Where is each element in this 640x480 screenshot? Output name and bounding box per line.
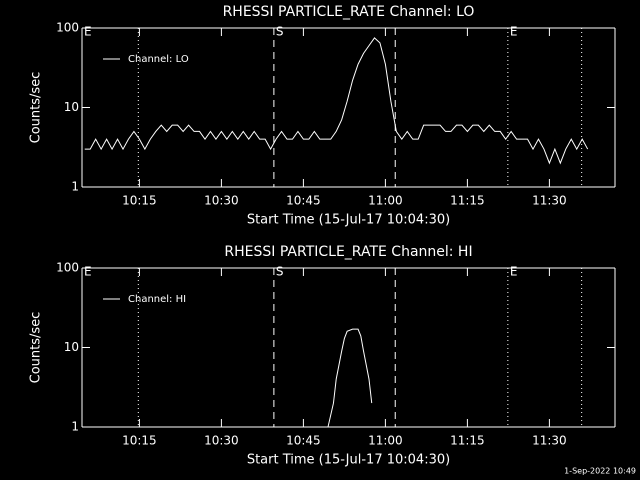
data-line [84,37,589,165]
event-label: S [276,265,284,279]
event-label: E [84,25,92,39]
chart-title: RHESSI PARTICLE_RATE Channel: HI [224,244,472,260]
y-tick-label: 10 [64,100,79,114]
x-tick-label: 10:45 [286,194,321,208]
x-tick-label: 11:15 [450,434,485,448]
y-tick-label: 100 [56,261,79,275]
y-axis-label: Counts/sec [29,312,44,384]
event-label: E [510,265,518,279]
legend-label: Channel: HI [128,294,186,305]
event-label: S [276,25,284,39]
y-tick-label: 10 [64,340,79,354]
x-tick-label: 10:30 [204,194,239,208]
x-tick-label: 11:00 [368,194,403,208]
footer: 1-Sep-2022 10:49 [564,467,636,476]
event-label: E [510,25,518,39]
chart-title: RHESSI PARTICLE_RATE Channel: LO [223,4,475,20]
x-tick-label: 10:30 [204,434,239,448]
data-line [327,328,373,428]
x-tick-label: 11:00 [368,434,403,448]
y-axis-label: Counts/sec [29,72,44,144]
x-tick-label: 10:45 [286,434,321,448]
y-tick-label: 1 [71,180,79,194]
x-tick-label: 11:15 [450,194,485,208]
event-label: E [84,265,92,279]
x-axis-label: Start Time (15-Jul-17 10:04:30) [247,453,450,468]
x-tick-label: 10:15 [122,434,157,448]
legend-label: Channel: LO [128,54,189,65]
x-axis-label: Start Time (15-Jul-17 10:04:30) [247,213,450,228]
y-tick-label: 1 [71,420,79,434]
x-tick-label: 10:15 [122,194,157,208]
x-tick-label: 11:30 [532,194,567,208]
x-tick-label: 11:30 [532,434,567,448]
y-tick-label: 100 [56,21,79,35]
